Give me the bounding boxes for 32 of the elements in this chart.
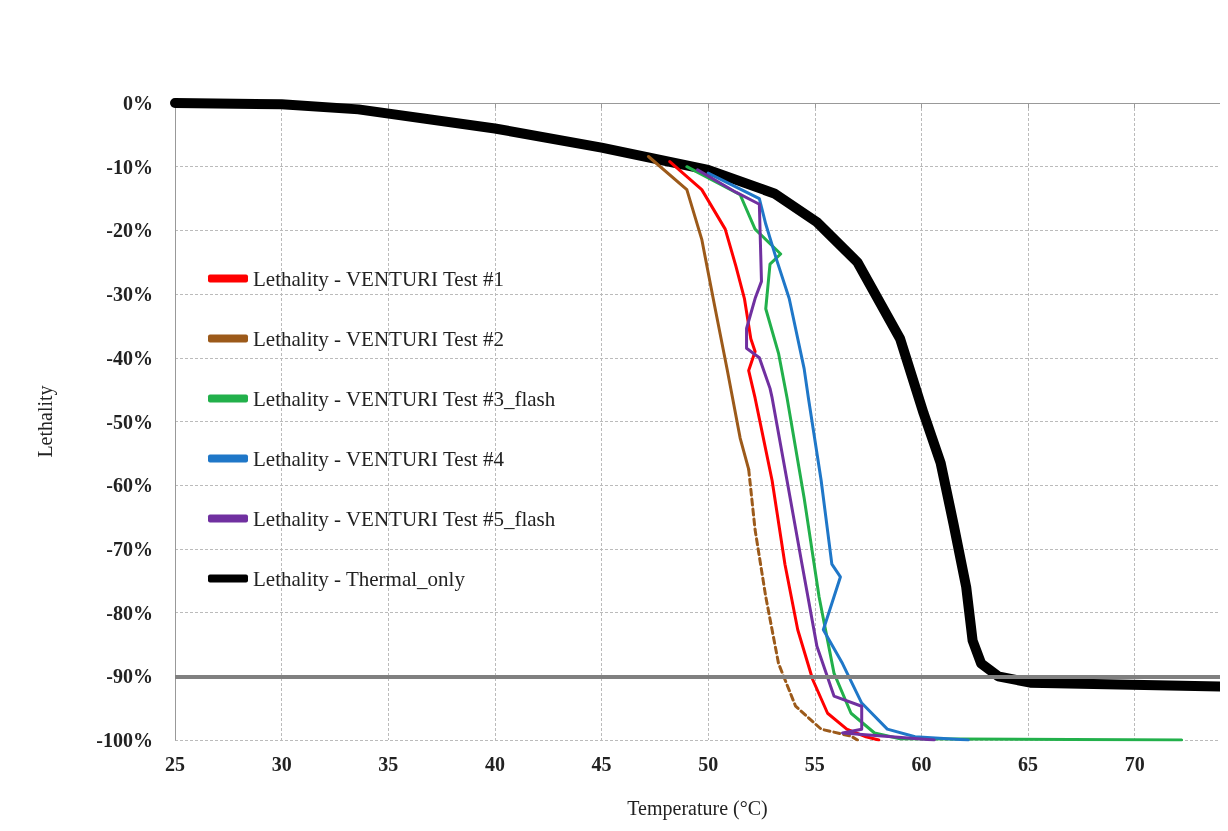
- y-tick-label: 0%: [123, 92, 153, 114]
- y-tick-label: -30%: [106, 283, 153, 306]
- x-tick-label: 55: [804, 753, 825, 775]
- legend-label: Lethality - VENTURI Test #1: [253, 266, 504, 291]
- y-tick-label: -80%: [106, 601, 153, 624]
- y-tick-label: -10%: [106, 155, 153, 178]
- x-tick-label: 65: [1018, 753, 1039, 775]
- x-tick-label: 40: [484, 753, 505, 775]
- x-axis-title: Temperature (°C): [627, 797, 768, 820]
- x-tick-label: 60: [911, 753, 932, 775]
- x-tick-label: 70: [1124, 753, 1145, 775]
- y-tick-label: -70%: [106, 537, 153, 560]
- y-tick-label: -90%: [106, 665, 153, 688]
- line-series: [706, 171, 970, 742]
- y-tick-label: -50%: [106, 410, 153, 433]
- legend-label: Lethality - VENTURI Test #5_flash: [253, 506, 556, 531]
- line-series: [696, 168, 936, 742]
- line-series: [668, 160, 881, 742]
- y-tick-label: -60%: [106, 474, 153, 497]
- y-tick-label: -100%: [96, 729, 153, 751]
- x-tick-label: 45: [591, 753, 612, 775]
- x-tick-label: 50: [698, 753, 719, 775]
- legend-label: Lethality - VENTURI Test #4: [253, 446, 505, 471]
- x-tick-label: 30: [271, 753, 292, 775]
- y-tick-label: -40%: [106, 346, 153, 369]
- legend-label: Lethality - Thermal_only: [253, 566, 466, 591]
- y-tick-label: -20%: [106, 219, 153, 242]
- legend-label: Lethality - VENTURI Test #2: [253, 326, 504, 351]
- x-tick-label: 35: [378, 753, 399, 775]
- legend-label: Lethality - VENTURI Test #3_flash: [253, 386, 556, 411]
- y-axis-title: Lethality: [34, 385, 57, 458]
- x-tick-label: 25: [165, 753, 185, 775]
